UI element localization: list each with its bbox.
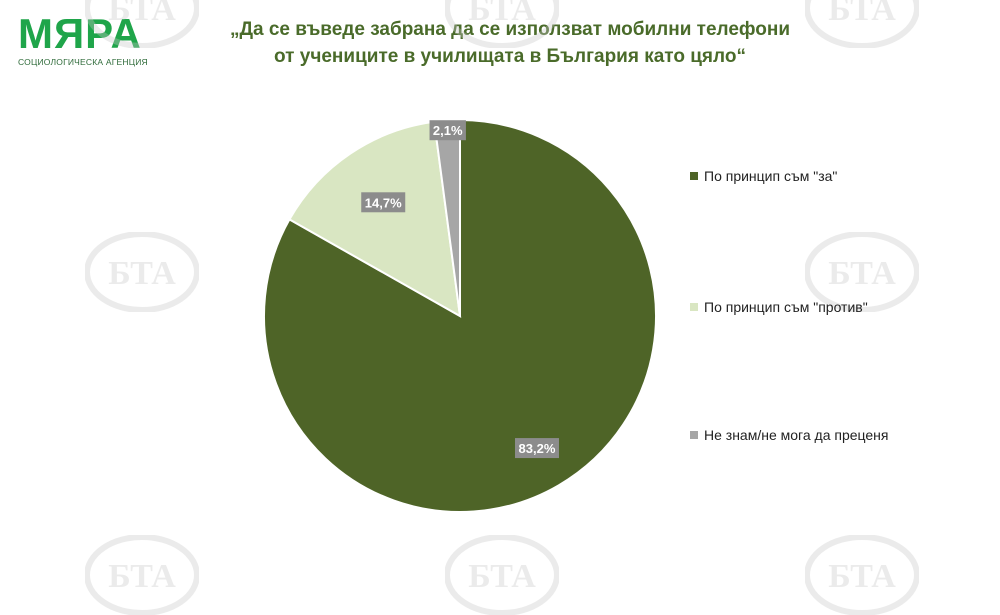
legend-item-against: По принцип съм "против"	[690, 297, 894, 318]
bta-watermark-icon: БТА	[85, 232, 199, 312]
chart-title: „Да се въведе забрана да се използват мо…	[170, 16, 850, 70]
chart-title-line-1: „Да се въведе забрана да се използват мо…	[229, 19, 791, 40]
data-label-unknown: 2,1%	[429, 120, 466, 141]
bta-watermark-icon: БТА	[805, 0, 919, 48]
legend-swatch-against	[690, 303, 698, 311]
data-label-against: 14,7%	[361, 192, 406, 213]
data-label-text-unknown: 2,1%	[433, 123, 463, 138]
svg-text:БТА: БТА	[108, 255, 176, 292]
data-label-text-against: 14,7%	[365, 195, 402, 210]
bta-watermark-icon: БТА	[805, 232, 919, 312]
svg-text:БТА: БТА	[828, 255, 896, 292]
bta-watermark-icon: БТА	[445, 0, 559, 48]
logo-name: МЯРА	[18, 10, 142, 57]
data-label-bg-unknown	[429, 120, 466, 141]
svg-text:БТА: БТА	[468, 558, 536, 595]
pie-chart: 83,2% 14,7% 2,1%	[263, 118, 657, 513]
data-label-for: 83,2%	[514, 438, 559, 459]
legend-swatch-unknown	[690, 431, 698, 439]
logo-subtitle: СОЦИОЛОГИЧЕСКА АГЕНЦИЯ	[18, 57, 148, 67]
legend-item-unknown: Не знам/не мога да преценя	[690, 425, 894, 446]
legend-swatch-for	[690, 172, 698, 180]
legend-label-against: По принцип съм "против"	[704, 299, 868, 315]
svg-text:БТА: БТА	[108, 558, 176, 595]
legend-label-unknown: Не знам/не мога да преценя	[704, 427, 889, 443]
data-label-bg-against	[361, 192, 406, 213]
brand-logo: МЯРА СОЦИОЛОГИЧЕСКА АГЕНЦИЯ	[18, 10, 158, 68]
pie-slice-against	[288, 120, 462, 318]
data-label-text-for: 83,2%	[519, 441, 556, 456]
legend-item-for: По принцип съм "за"	[690, 166, 894, 187]
bta-watermark-icon: БТА	[85, 0, 199, 48]
data-label-bg-for	[514, 438, 559, 459]
svg-text:БТА: БТА	[108, 0, 176, 28]
chart-title-line-2: от учениците в училищата в България като…	[274, 46, 746, 67]
svg-text:БТА: БТА	[828, 558, 896, 595]
svg-text:БТА: БТА	[828, 0, 896, 28]
svg-text:БТА: БТА	[468, 0, 536, 28]
legend-label-for: По принцип съм "за"	[704, 168, 838, 184]
